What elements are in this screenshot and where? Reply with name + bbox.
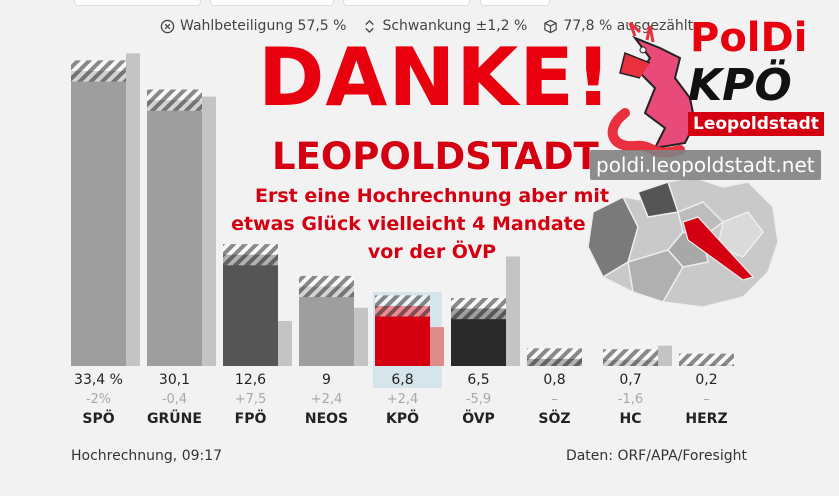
value-label-HERZ: 0,2 (695, 372, 717, 388)
uncertainty-band-GRÜNE (147, 89, 202, 111)
uncertainty-band-HC (603, 349, 658, 366)
logo-district: Leopoldstadt (688, 112, 824, 136)
dragon-mascot-icon (607, 21, 697, 158)
uncertainty-band-NEOS (299, 275, 354, 298)
previous-bar-HC (658, 345, 672, 366)
value-label-GRÜNE: 30,1 (159, 372, 190, 388)
previous-bar-ÖVP (506, 256, 520, 366)
category-label-KPÖ: KPÖ (386, 409, 419, 427)
turnout-text: Wahlbeteiligung 57,5 % (180, 18, 347, 34)
bar-NEOS (299, 286, 354, 366)
value-label-SPÖ: 33,4 % (74, 372, 123, 388)
previous-bar-NEOS (354, 307, 368, 366)
category-label-HERZ: HERZ (685, 411, 727, 427)
change-label-NEOS: +2,4 (311, 392, 343, 407)
previous-bar-GRÜNE (202, 96, 216, 366)
value-label-FPÖ: 12,6 (235, 372, 266, 388)
previous-bar-SPÖ (126, 53, 140, 367)
bar-GRÜNE (147, 100, 202, 366)
category-label-NEOS: NEOS (305, 411, 348, 427)
previous-bar-KPÖ (430, 327, 444, 366)
logo-party: KPÖ (688, 60, 792, 111)
swing-stat: Schwankung ±1,2 % (362, 18, 527, 34)
results-tab[interactable] (480, 0, 550, 6)
value-label-ÖVP: 6,5 (467, 372, 489, 388)
turnout-stat: Wahlbeteiligung 57,5 % (160, 18, 346, 34)
data-source: Daten: ORF/APA/Foresight (565, 448, 747, 464)
results-tab[interactable] (210, 0, 334, 6)
uncertainty-band-HERZ (679, 353, 734, 366)
results-tab[interactable] (343, 0, 470, 6)
change-label-HERZ: – (703, 392, 710, 407)
category-label-HC: HC (620, 411, 642, 427)
change-label-ÖVP: -5,9 (466, 392, 491, 407)
danke-headline: DANKE! (258, 31, 613, 124)
counted-stat: 77,8 % ausgezählt (543, 18, 693, 34)
district-title: LEOPOLDSTADT (272, 135, 599, 178)
bar-SPÖ (71, 70, 126, 366)
value-label-SÖZ: 0,8 (543, 372, 565, 388)
value-label-NEOS: 9 (322, 372, 331, 388)
uncertainty-band-SPÖ (71, 60, 126, 82)
value-label-HC: 0,7 (619, 372, 641, 388)
circle-x-icon (160, 19, 175, 33)
change-label-FPÖ: +7,5 (235, 392, 267, 407)
uncertainty-band-KPÖ (375, 295, 430, 317)
change-label-SPÖ: -2% (86, 392, 111, 407)
results-tab[interactable] (74, 0, 201, 6)
category-label-FPÖ: FPÖ (235, 409, 267, 427)
change-label-KPÖ: +2,4 (387, 392, 419, 407)
up-down-chevron-icon (365, 19, 375, 33)
change-label-HC: -1,6 (618, 392, 643, 407)
projection-timestamp: Hochrechnung, 09:17 (71, 448, 223, 464)
category-label-GRÜNE: GRÜNE (147, 409, 202, 427)
logo-name: PolDi (690, 15, 808, 61)
counted-text: 77,8 % ausgezählt (563, 18, 694, 34)
election-stats: Wahlbeteiligung 57,5 % Schwankung ±1,2 %… (160, 18, 693, 34)
bar-FPÖ (223, 254, 278, 366)
change-label-GRÜNE: -0,4 (162, 392, 187, 407)
previous-bar-FPÖ (278, 320, 292, 366)
uncertainty-band-ÖVP (451, 297, 506, 320)
category-label-SÖZ: SÖZ (538, 409, 570, 427)
uncertainty-band-FPÖ (223, 244, 278, 266)
box-icon (544, 19, 558, 33)
uncertainty-band-SÖZ (527, 348, 582, 366)
swing-text: Schwankung ±1,2 % (382, 18, 528, 34)
results-bar-chart: 33,4 % -2% SPÖ 30,1 -0,4 GRÜNE 12,6 +7,5 FPÖ 9 +2,… (71, 53, 734, 427)
logo-url[interactable]: poldi.leopoldstadt.net (590, 150, 821, 180)
change-label-SÖZ: – (551, 392, 558, 407)
category-label-SPÖ: SPÖ (82, 409, 114, 427)
thanks-message: Erst eine Hochrechnung aber mit etwas Gl… (231, 185, 633, 263)
value-label-KPÖ: 6,8 (391, 372, 413, 388)
category-label-ÖVP: ÖVP (462, 409, 495, 427)
vienna-districts-map (587, 176, 779, 308)
